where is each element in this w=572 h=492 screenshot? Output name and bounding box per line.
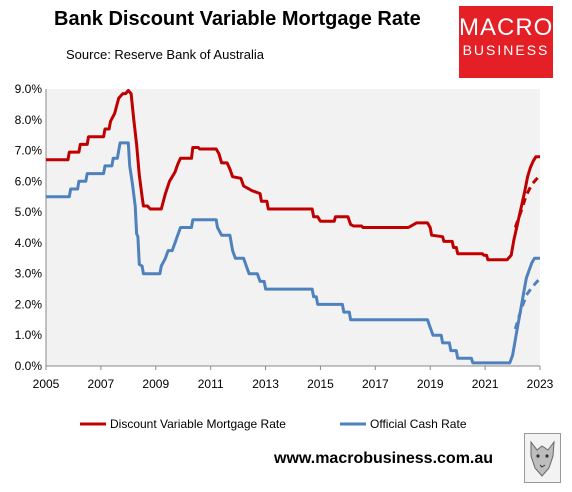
y-tick-label: 5.0% bbox=[15, 205, 43, 219]
cash-rate-solid-line bbox=[46, 141, 540, 365]
x-tick-label: 2005 bbox=[33, 377, 60, 391]
wolf-mascot-icon bbox=[524, 433, 561, 483]
logo-line-1: MACRO bbox=[459, 14, 554, 41]
x-tick-label: 2009 bbox=[142, 377, 169, 391]
mortgage-rate-solid-line bbox=[46, 89, 540, 262]
x-tick-label: 2021 bbox=[472, 377, 499, 391]
chart-title: Bank Discount Variable Mortgage Rate bbox=[54, 8, 421, 30]
mortgage-rate-dashed-line bbox=[513, 174, 542, 229]
y-tick-label: 9.0% bbox=[15, 82, 43, 96]
x-tick-label: 2015 bbox=[307, 377, 334, 391]
legend: Discount Variable Mortgage Rate Official… bbox=[80, 417, 467, 431]
y-tick-label: 3.0% bbox=[15, 267, 43, 281]
y-tick-label: 8.0% bbox=[15, 113, 43, 127]
plot-area bbox=[46, 89, 540, 366]
x-tick-label: 2013 bbox=[252, 377, 279, 391]
legend-label-cash: Official Cash Rate bbox=[370, 417, 467, 431]
y-ticks: 0.0% 1.0% 2.0% 3.0% 4.0% 5.0% 6.0% 7.0% 8.0% 9.0% bbox=[15, 82, 43, 373]
series-lines bbox=[46, 89, 542, 365]
y-tick-label: 0.0% bbox=[15, 359, 43, 373]
y-tick-label: 2.0% bbox=[15, 297, 43, 311]
footer-url: www.macrobusiness.com.au bbox=[274, 450, 494, 467]
legend-label-mortgage: Discount Variable Mortgage Rate bbox=[110, 417, 286, 431]
y-tick-label: 1.0% bbox=[15, 328, 43, 342]
chart-source: Source: Reserve Bank of Australia bbox=[66, 47, 264, 62]
y-tick-label: 7.0% bbox=[15, 144, 43, 158]
x-tick-label: 2017 bbox=[362, 377, 389, 391]
x-tick-label: 2019 bbox=[417, 377, 444, 391]
macrobusiness-logo: MACRO BUSINESS bbox=[459, 6, 553, 78]
x-tick-label: 2011 bbox=[198, 377, 224, 391]
cash-rate-dashed-line bbox=[513, 277, 542, 330]
x-tick-label: 2023 bbox=[527, 377, 554, 391]
y-tick-label: 6.0% bbox=[15, 174, 43, 188]
x-tick-label: 2007 bbox=[88, 377, 115, 391]
logo-line-2: BUSINESS bbox=[462, 42, 550, 58]
x-ticks: 2005 2007 2009 2011 2013 2015 2017 2019 2021 2023 bbox=[33, 366, 554, 391]
y-tick-label: 4.0% bbox=[15, 236, 43, 250]
